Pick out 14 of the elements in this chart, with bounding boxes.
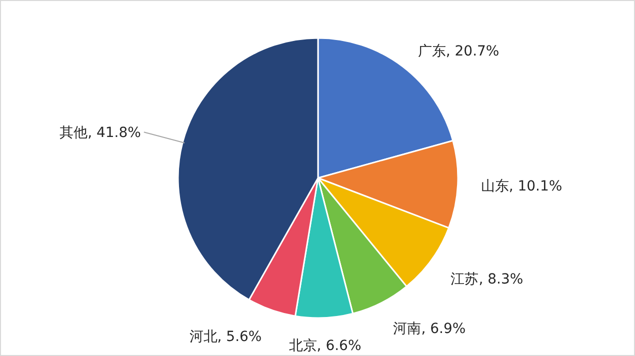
data-label: , 20.7% — [446, 44, 500, 60]
slice-label: 广东 — [418, 44, 446, 60]
slice-label: 山东 — [480, 178, 509, 195]
slice-label: 河北 — [189, 328, 218, 345]
slice-label: 其他 — [60, 125, 88, 142]
slice-label: 北京 — [288, 338, 317, 354]
data-label: , 41.8% — [88, 125, 141, 142]
data-label: , 5.6% — [217, 328, 262, 345]
slice-label: 河南 — [393, 320, 422, 337]
data-label: , 8.3% — [478, 272, 524, 288]
data-label: , 6.9% — [421, 320, 466, 337]
slice-label: 江苏 — [450, 272, 479, 288]
data-label: , 10.1% — [508, 178, 562, 195]
data-label: , 6.6% — [316, 338, 362, 354]
